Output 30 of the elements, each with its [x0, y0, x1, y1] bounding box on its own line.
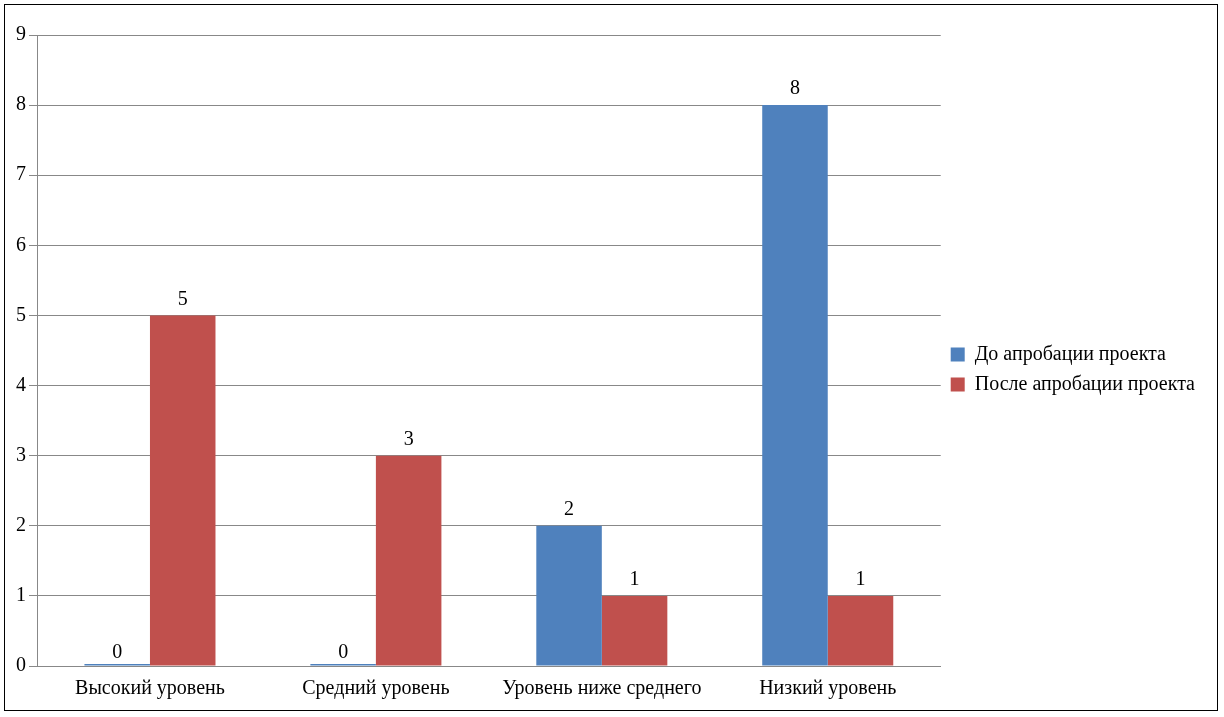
y-tick-label: 2	[16, 513, 26, 536]
data-label: 8	[789, 76, 800, 99]
y-tick-label: 3	[16, 442, 26, 465]
y-tick-label: 6	[16, 232, 26, 255]
x-tick-label: Низкий уровень	[759, 676, 897, 700]
x-tick-label: Уровень ниже среднего	[502, 676, 702, 700]
bar	[536, 525, 602, 666]
data-label: 2	[564, 497, 575, 520]
bar	[149, 315, 216, 666]
bar	[762, 105, 828, 666]
y-tick-label: 0	[16, 653, 26, 676]
y-tick-label: 1	[16, 583, 26, 606]
y-tick-label: 7	[16, 162, 26, 185]
data-label: 5	[177, 286, 188, 309]
data-label: 3	[403, 426, 414, 449]
bar	[827, 595, 894, 666]
legend-label: После апробации проекта	[974, 371, 1196, 395]
data-label: 1	[855, 567, 866, 590]
data-label: 1	[629, 567, 640, 590]
x-tick-label: Средний уровень	[302, 676, 450, 700]
data-label: 0	[338, 640, 349, 663]
y-tick-label: 9	[16, 22, 26, 45]
legend-label: До апробации проекта	[974, 341, 1167, 365]
x-tick-label: Высокий уровень	[75, 676, 225, 700]
bar	[601, 595, 668, 666]
bar	[375, 455, 442, 666]
data-label: 0	[112, 640, 123, 663]
y-tick-label: 5	[16, 302, 26, 325]
y-tick-label: 4	[16, 372, 26, 395]
y-tick-label: 8	[16, 92, 26, 115]
